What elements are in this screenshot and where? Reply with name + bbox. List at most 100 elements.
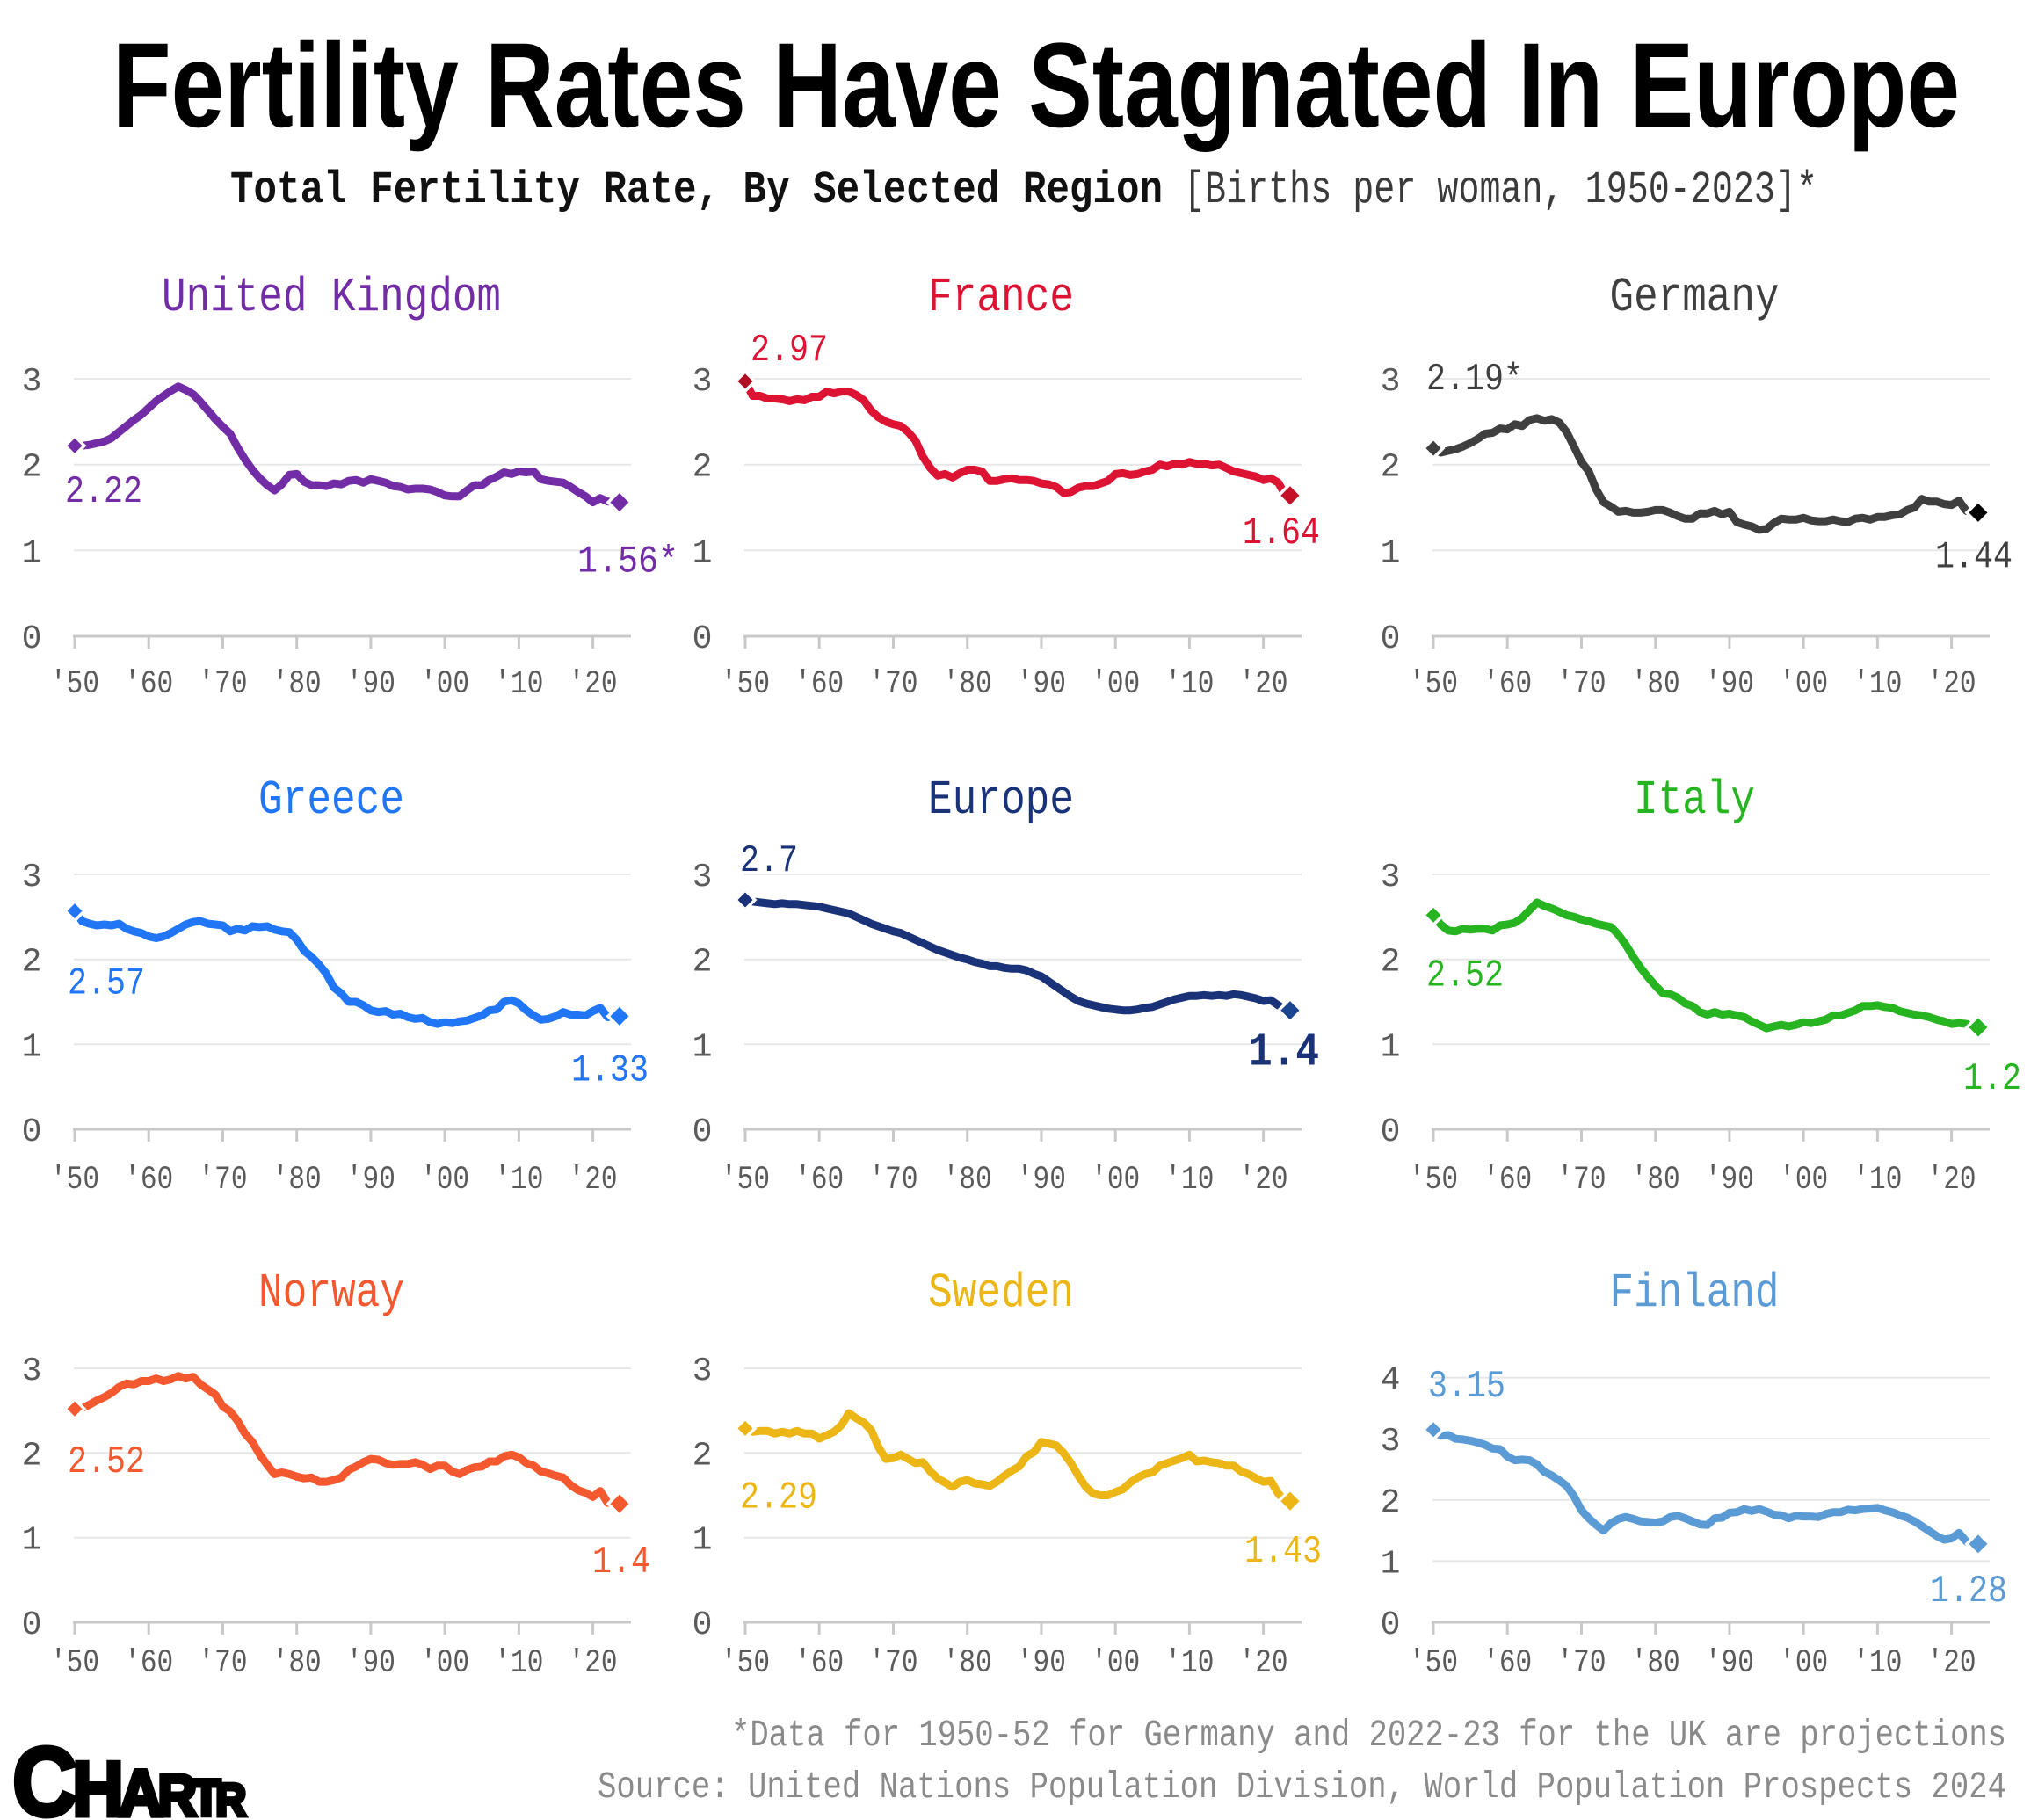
svg-text:'70: '70: [1557, 1162, 1606, 1199]
svg-text:0: 0: [1381, 620, 1401, 658]
svg-text:1.4: 1.4: [592, 1541, 650, 1584]
svg-text:0: 0: [1381, 1606, 1401, 1644]
svg-text:'10: '10: [1853, 1645, 1902, 1682]
svg-text:Norway: Norway: [258, 1265, 404, 1321]
svg-text:Europe: Europe: [928, 772, 1074, 828]
svg-text:3: 3: [1381, 859, 1401, 896]
svg-text:'50: '50: [721, 1162, 770, 1199]
svg-text:1: 1: [22, 534, 42, 572]
svg-text:2.57: 2.57: [68, 962, 145, 1006]
svg-text:'20: '20: [1927, 1162, 1976, 1199]
svg-text:0: 0: [693, 1113, 713, 1151]
svg-text:Source: United Nations Populat: Source: United Nations Population Divisi…: [598, 1766, 2006, 1809]
svg-text:2: 2: [693, 449, 713, 487]
svg-text:'80: '80: [1631, 1162, 1680, 1199]
svg-text:'60: '60: [124, 1162, 173, 1199]
svg-text:Italy: Italy: [1634, 772, 1755, 828]
svg-text:3: 3: [693, 859, 713, 896]
svg-text:3: 3: [693, 1352, 713, 1390]
svg-text:0: 0: [693, 620, 713, 658]
svg-text:'10: '10: [494, 1645, 543, 1682]
svg-text:'60: '60: [124, 666, 173, 703]
svg-text:'90: '90: [346, 666, 395, 703]
svg-text:2.22: 2.22: [65, 470, 142, 514]
svg-text:'80: '80: [272, 1162, 322, 1199]
svg-text:0: 0: [22, 620, 42, 658]
svg-text:'70: '70: [869, 1645, 918, 1682]
svg-text:2.97: 2.97: [751, 329, 828, 373]
svg-text:'90: '90: [346, 1645, 395, 1682]
svg-text:'90: '90: [1017, 1162, 1066, 1199]
svg-text:1.2: 1.2: [1963, 1057, 2021, 1101]
svg-text:'60: '60: [1483, 1645, 1532, 1682]
svg-text:1: 1: [693, 534, 713, 572]
svg-text:'80: '80: [943, 666, 992, 703]
svg-text:'80: '80: [272, 666, 322, 703]
svg-text:'20: '20: [1239, 666, 1288, 703]
svg-text:3: 3: [1381, 1423, 1401, 1461]
svg-text:2.52: 2.52: [1426, 954, 1504, 997]
svg-text:Sweden: Sweden: [928, 1265, 1074, 1321]
svg-text:'50: '50: [1409, 666, 1458, 703]
svg-text:'10: '10: [1164, 666, 1214, 703]
svg-text:'60: '60: [794, 666, 844, 703]
svg-text:United Kingdom: United Kingdom: [162, 270, 501, 325]
svg-text:1.4: 1.4: [1249, 1026, 1319, 1079]
svg-text:'00: '00: [1779, 1162, 1828, 1199]
svg-text:'00: '00: [420, 1162, 469, 1199]
svg-text:1: 1: [693, 1522, 713, 1560]
svg-text:2: 2: [1381, 449, 1401, 487]
svg-text:2: 2: [22, 944, 42, 982]
svg-text:0: 0: [22, 1113, 42, 1151]
svg-text:'80: '80: [1631, 1645, 1680, 1682]
svg-text:'50: '50: [50, 1645, 99, 1682]
svg-text:3: 3: [22, 859, 42, 896]
svg-text:France: France: [928, 270, 1074, 325]
svg-text:0: 0: [1381, 1113, 1401, 1151]
svg-text:'60: '60: [794, 1645, 844, 1682]
svg-text:'00: '00: [420, 1645, 469, 1682]
svg-text:'70: '70: [869, 1162, 918, 1199]
svg-text:'00: '00: [1091, 1645, 1140, 1682]
svg-text:'00: '00: [420, 666, 469, 703]
svg-text:'90: '90: [1705, 1162, 1754, 1199]
svg-text:'20: '20: [569, 666, 618, 703]
svg-text:3: 3: [22, 363, 42, 401]
svg-text:'90: '90: [1017, 1645, 1066, 1682]
svg-text:3: 3: [22, 1352, 42, 1390]
svg-text:1.43: 1.43: [1244, 1530, 1322, 1574]
svg-text:Total Fertility Rate, By Selec: Total Fertility Rate, By Selected Region: [230, 164, 1163, 216]
svg-text:1: 1: [1381, 1545, 1401, 1583]
svg-text:'70: '70: [1557, 1645, 1606, 1682]
svg-text:2.29: 2.29: [740, 1476, 817, 1519]
svg-text:'90: '90: [1705, 666, 1754, 703]
svg-text:'70: '70: [199, 666, 248, 703]
svg-text:2.52: 2.52: [68, 1440, 145, 1484]
svg-text:1.64: 1.64: [1243, 511, 1320, 555]
svg-text:3: 3: [693, 363, 713, 401]
svg-text:'90: '90: [1705, 1645, 1754, 1682]
svg-text:1: 1: [693, 1028, 713, 1066]
svg-text:'20: '20: [1927, 666, 1976, 703]
svg-text:'70: '70: [869, 666, 918, 703]
svg-text:0: 0: [22, 1606, 42, 1644]
svg-text:3.15: 3.15: [1428, 1365, 1505, 1409]
svg-text:1: 1: [22, 1522, 42, 1560]
svg-text:Fertility Rates Have Stagnated: Fertility Rates Have Stagnated In Europe: [112, 18, 1960, 153]
svg-text:'20: '20: [569, 1162, 618, 1199]
svg-text:'90: '90: [1017, 666, 1066, 703]
svg-text:2.19*: 2.19*: [1426, 358, 1523, 402]
svg-text:'10: '10: [494, 666, 543, 703]
svg-text:'10: '10: [1164, 1162, 1214, 1199]
svg-text:'10: '10: [1164, 1645, 1214, 1682]
svg-text:'80: '80: [943, 1162, 992, 1199]
svg-text:'70: '70: [199, 1645, 248, 1682]
svg-text:2: 2: [1381, 1484, 1401, 1522]
svg-text:Finland: Finland: [1610, 1265, 1780, 1321]
svg-text:2: 2: [22, 1437, 42, 1475]
svg-text:2: 2: [1381, 944, 1401, 982]
svg-text:1: 1: [1381, 534, 1401, 572]
svg-text:'60: '60: [1483, 666, 1532, 703]
svg-text:2: 2: [693, 944, 713, 982]
svg-text:'50: '50: [1409, 1162, 1458, 1199]
